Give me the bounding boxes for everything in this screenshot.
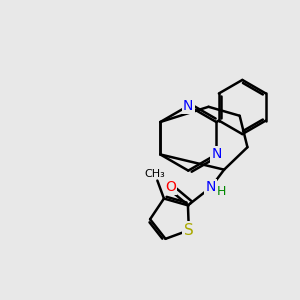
Text: O: O <box>165 180 176 194</box>
Text: S: S <box>184 223 194 238</box>
Text: N: N <box>211 147 221 161</box>
Text: CH₃: CH₃ <box>144 169 165 179</box>
Text: H: H <box>217 185 226 198</box>
Text: N: N <box>183 99 194 113</box>
Text: N: N <box>206 180 216 194</box>
